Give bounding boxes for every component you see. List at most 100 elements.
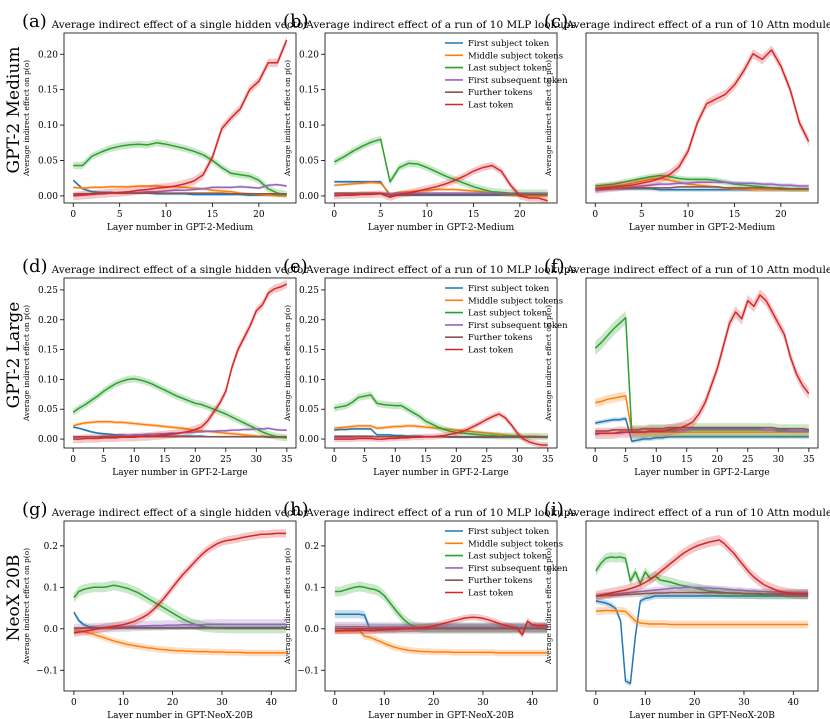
y-axis-label: Average indirect effect on p(o) bbox=[544, 305, 553, 422]
chart-title: Average indirect effect of a single hidd… bbox=[51, 507, 310, 519]
panel-letter: (e) bbox=[283, 256, 308, 277]
series-band-3 bbox=[595, 584, 809, 599]
legend-label-5: Last token bbox=[468, 346, 514, 356]
x-tick-label: 15 bbox=[681, 455, 693, 465]
series-line-1 bbox=[595, 609, 809, 626]
series-band-0 bbox=[595, 593, 809, 687]
legend-label-5: Last token bbox=[468, 589, 514, 599]
series-line-5 bbox=[595, 294, 810, 435]
x-tick-label: 30 bbox=[477, 698, 489, 708]
series-line-5 bbox=[334, 164, 548, 202]
x-tick-label: 0 bbox=[70, 210, 76, 220]
chart-panel-a: (a) Average indirect effect of a single h… bbox=[22, 11, 309, 233]
y-tick-label: 0.25 bbox=[299, 286, 319, 296]
x-axis-label: Layer number in GPT-2-Large bbox=[634, 468, 769, 478]
y-tick-label: 0.20 bbox=[299, 316, 319, 326]
x-tick-label: 35 bbox=[542, 455, 554, 465]
plot-area bbox=[334, 581, 548, 657]
y-tick-label: 0.25 bbox=[38, 286, 58, 296]
y-tick-label: 0.10 bbox=[299, 121, 319, 131]
chart-title: Average indirect effect of a single hidd… bbox=[51, 19, 310, 31]
legend-label-4: Further tokens bbox=[468, 88, 533, 98]
chart-title: Average indirect effect of a run of 10 A… bbox=[566, 264, 830, 276]
plot-area bbox=[72, 35, 288, 201]
plot-area bbox=[73, 529, 287, 657]
series-band-5 bbox=[334, 161, 548, 203]
x-tick-label: 15 bbox=[729, 210, 741, 220]
x-tick-label: 5 bbox=[639, 210, 645, 220]
chart-title: Average indirect effect of a run of 10 A… bbox=[566, 507, 830, 519]
series-line-5 bbox=[73, 283, 288, 440]
x-tick-label: 5 bbox=[378, 210, 384, 220]
x-tick-label: 0 bbox=[593, 698, 599, 708]
chart-title: Average indirect effect of a run of 10 A… bbox=[566, 19, 830, 31]
chart-panel-c: (c)Average indirect effect of a run of 1… bbox=[544, 11, 830, 233]
x-tick-label: 35 bbox=[281, 455, 293, 465]
chart-panel-i: (i) Average indirect effect of a run of 1… bbox=[544, 499, 830, 719]
series-line-3 bbox=[595, 181, 809, 192]
plot-frame bbox=[324, 520, 558, 692]
x-tick-label: 35 bbox=[803, 455, 815, 465]
series-line-1 bbox=[595, 177, 809, 191]
series-band-0 bbox=[334, 427, 548, 439]
series-band-4 bbox=[595, 589, 809, 599]
chart-panel-g: (g) Average indirect effect of a single h… bbox=[22, 499, 309, 719]
y-tick-label: 0.1 bbox=[305, 583, 319, 593]
x-tick-label: 0 bbox=[70, 455, 76, 465]
series-line-0 bbox=[595, 417, 809, 442]
plot-frame bbox=[585, 32, 819, 204]
legend-label-4: Further tokens bbox=[468, 576, 533, 586]
x-tick-label: 0 bbox=[592, 210, 598, 220]
y-tick-label: 0.10 bbox=[38, 375, 58, 385]
plot-area bbox=[594, 289, 810, 444]
x-tick-label: 10 bbox=[160, 210, 172, 220]
y-tick-label: 0.2 bbox=[305, 542, 319, 552]
series-band-4 bbox=[595, 186, 809, 190]
y-tick-label: 0.15 bbox=[299, 86, 319, 96]
x-tick-label: 5 bbox=[101, 455, 107, 465]
panel-letter: (d) bbox=[22, 256, 48, 277]
plot-frame bbox=[324, 277, 558, 449]
series-band-5 bbox=[595, 45, 809, 194]
y-axis-label: Average indirect effect on p(o) bbox=[544, 548, 553, 665]
x-tick-label: 10 bbox=[389, 455, 401, 465]
legend: First subject token Middle subject tokens… bbox=[445, 527, 568, 599]
x-tick-label: 20 bbox=[190, 455, 202, 465]
legend-label-2: Last subject token bbox=[468, 552, 548, 562]
x-tick-label: 15 bbox=[207, 210, 219, 220]
x-tick-label: 25 bbox=[742, 455, 754, 465]
plot-frame bbox=[63, 277, 297, 449]
row-label-gpt2-large: GPT-2 Large bbox=[4, 302, 24, 409]
series-line-3 bbox=[595, 586, 809, 597]
legend-label-3: First subsequent token bbox=[468, 564, 568, 574]
x-axis-label: Layer number in GPT-2-Medium bbox=[629, 223, 776, 233]
y-tick-label: 0.05 bbox=[38, 157, 58, 167]
x-tick-label: 40 bbox=[266, 698, 278, 708]
y-tick-label: 0.20 bbox=[299, 50, 319, 60]
y-tick-label: 0.10 bbox=[299, 375, 319, 385]
x-tick-label: 0 bbox=[592, 455, 598, 465]
chart-panel-d: (d) Average indirect effect of a single h… bbox=[22, 256, 309, 478]
plot-frame bbox=[585, 520, 819, 692]
series-band-3 bbox=[73, 619, 287, 634]
series-line-1 bbox=[334, 181, 548, 197]
x-axis-label: Layer number in GPT-NeoX-20B bbox=[629, 711, 775, 719]
panel-letter: (i) bbox=[544, 499, 564, 520]
y-tick-label: 0.00 bbox=[38, 435, 58, 445]
x-tick-label: 25 bbox=[220, 455, 232, 465]
x-tick-label: 30 bbox=[738, 698, 750, 708]
x-tick-label: 5 bbox=[362, 455, 368, 465]
x-tick-label: 40 bbox=[788, 698, 800, 708]
y-tick-label: 0.15 bbox=[38, 86, 58, 96]
x-tick-label: 15 bbox=[420, 455, 432, 465]
series-line-2 bbox=[594, 316, 809, 433]
legend-label-4: Further tokens bbox=[468, 333, 533, 343]
y-tick-label: 0.15 bbox=[38, 346, 58, 356]
x-tick-label: 0 bbox=[331, 210, 337, 220]
legend-label-3: First subsequent token bbox=[468, 321, 568, 331]
plot-area bbox=[333, 135, 548, 203]
x-tick-label: 10 bbox=[640, 698, 652, 708]
legend-label-2: Last subject token bbox=[468, 64, 548, 74]
y-tick-label: 0.00 bbox=[299, 435, 319, 445]
series-line-2 bbox=[72, 378, 287, 439]
